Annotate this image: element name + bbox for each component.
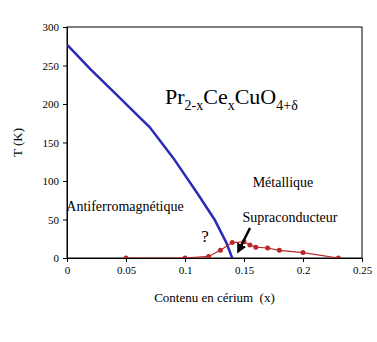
y-tick: 250 [43,60,68,72]
x-tick: 0.25 [353,258,373,276]
y-tick: 50 [48,214,67,226]
y-tick: 300 [43,21,68,33]
x-tick-mark [126,258,127,262]
chart: 0 0.05 0.1 0.15 0.2 0.25 0 50 100 150 200 250 300 Pr2… [0,0,377,342]
series-marker [277,248,282,253]
x-tick: 0.15 [235,258,255,276]
x-tick-label: 0.25 [353,264,373,276]
series-line [67,45,232,258]
title: Pr2-xCexCuO4+δ [165,84,298,113]
y-tick-label: 0 [54,252,60,264]
title-part: Pr [165,84,185,109]
series-marker [183,256,188,259]
title-subscript: x [228,98,235,113]
series-marker [230,240,235,245]
x-tick: 0 [65,258,71,276]
series-marker [253,245,258,250]
series-marker [218,248,223,253]
annotation: Métallique [253,175,314,190]
x-tick-label: 0.15 [235,264,255,276]
y-axis: 0 50 100 150 200 250 300 [43,21,68,264]
title-subscript: 4+δ [276,98,298,113]
x-tick-label: 0.2 [297,264,311,276]
title-part: Ce [203,84,227,109]
plot-frame [67,27,362,258]
x-tick: 0.1 [179,258,193,276]
y-tick: 100 [43,175,68,187]
series-marker [124,256,129,259]
title-part: CuO [235,84,277,109]
series-marker [247,242,252,247]
y-tick-mark [63,181,67,182]
y-tick-mark [63,258,67,259]
title-subscript: 2-x [185,98,204,113]
y-tick-label: 250 [43,60,60,72]
y-tick-mark [63,66,67,67]
series-marker [336,256,341,259]
x-tick-label: 0.1 [179,264,193,276]
y-tick-mark [63,143,67,144]
y-tick-label: 200 [43,98,60,110]
x-tick: 0.05 [117,258,137,276]
x-axis-title: Contenu en cérium (x) [154,290,275,305]
y-tick-mark [63,220,67,221]
x-axis-line [68,259,363,263]
y-tick-mark [63,104,67,105]
x-tick: 0.2 [297,258,311,276]
y-tick: 200 [43,98,68,110]
y-tick-label: 150 [43,137,60,149]
series-marker [301,250,306,255]
x-tick-mark [185,258,186,262]
y-axis-line [63,28,68,259]
plot: 0 0.05 0.1 0.15 0.2 0.25 0 50 100 150 200 250 300 [43,21,373,276]
series-marker [206,254,211,258]
y-tick-mark [63,27,67,28]
x-tick-mark [303,258,304,262]
annotation: Supraconducteur [243,210,338,225]
y-axis-title: T (K) [10,128,25,157]
x-axis: 0 0.05 0.1 0.15 0.2 0.25 [65,258,373,276]
y-tick: 0 [54,252,68,264]
y-tick: 150 [43,137,68,149]
arrow [239,228,250,250]
data-area [67,45,341,258]
x-tick-label: 0.05 [117,264,137,276]
x-tick-mark [362,258,363,262]
y-tick-label: 50 [48,214,60,226]
annotation: ? [201,227,209,246]
y-tick-label: 300 [43,21,60,33]
x-tick-mark [244,258,245,262]
y-tick-label: 100 [43,175,60,187]
annotation: Antiferromagnétique [66,199,183,214]
x-tick-label: 0 [65,264,71,276]
series-marker [265,245,270,250]
